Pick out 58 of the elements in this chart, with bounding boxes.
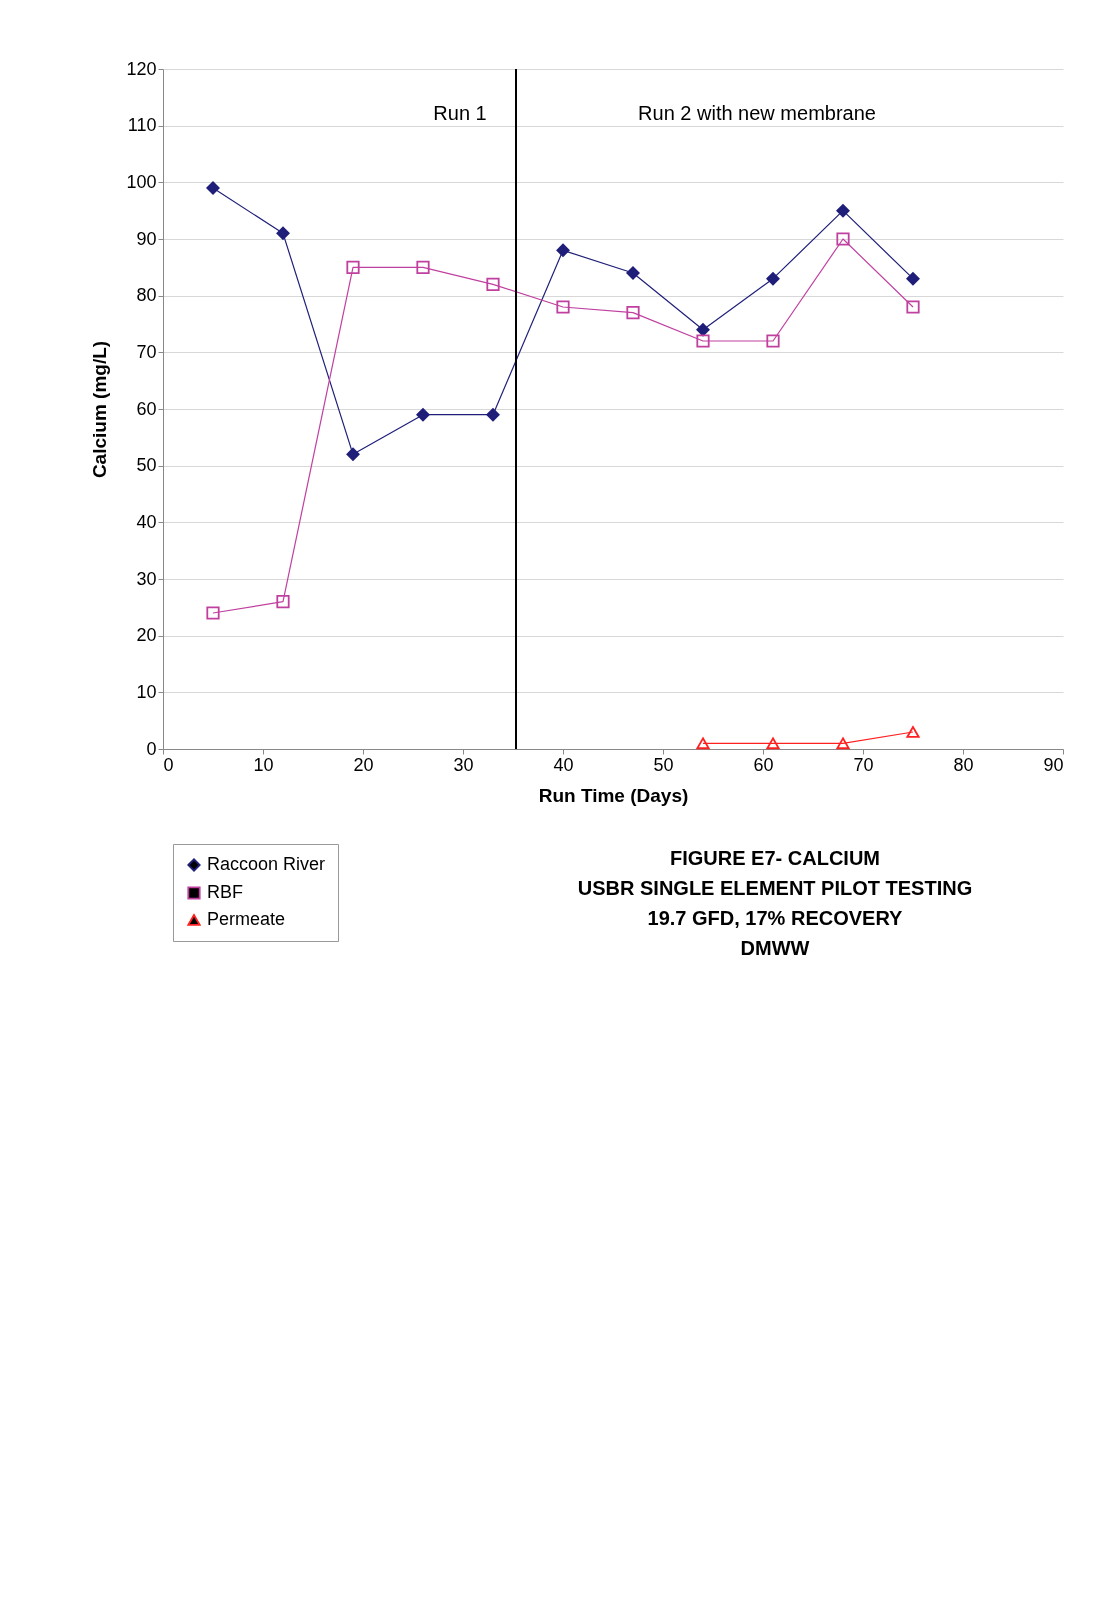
point: [486, 408, 500, 422]
point: [766, 272, 780, 286]
annotation: Run 1: [433, 102, 487, 124]
text: 19.7 GFD, 17% RECOVERY: [647, 907, 903, 929]
y-tick-label: 80: [136, 285, 157, 306]
y-tick-label: 20: [136, 625, 157, 646]
x-tick-label: 0: [163, 754, 174, 775]
y-tick-label: 60: [136, 398, 157, 419]
legend-label: Raccoon River: [207, 854, 326, 874]
x-tick-label: 20: [353, 754, 374, 775]
point: [766, 737, 780, 750]
point: [346, 447, 360, 461]
x-tick-label: 60: [753, 754, 774, 775]
x-tick-label: 80: [953, 754, 974, 775]
y-tick-label: 90: [136, 228, 157, 249]
x-tick-label: 50: [653, 754, 674, 775]
point: [836, 232, 850, 246]
point: [836, 737, 850, 750]
point: [416, 408, 430, 422]
point: [556, 243, 570, 257]
point: [206, 606, 220, 620]
point: [416, 260, 430, 274]
x-axis-title: Run Time (Days): [538, 784, 689, 806]
point: [906, 300, 920, 314]
point: [766, 334, 780, 348]
annotation: Run 2 with new membrane: [638, 102, 876, 124]
y-axis-title: Calcium (mg/L): [89, 340, 111, 479]
point: [696, 323, 710, 337]
y-tick-label: 30: [136, 568, 157, 589]
point: [486, 277, 500, 291]
y-tick-label: 100: [126, 171, 157, 192]
point: [556, 300, 570, 314]
point: [276, 595, 290, 609]
point: [696, 334, 710, 348]
y-tick-label: 40: [136, 511, 157, 532]
legend-label: Permeate: [207, 909, 286, 929]
x-tick-label: 90: [1043, 754, 1064, 775]
y-tick-label: 120: [126, 58, 157, 79]
y-tick-label: 10: [136, 681, 157, 702]
legend-label: RBF: [207, 882, 243, 902]
text: DMWW: [740, 937, 810, 959]
point: [836, 204, 850, 218]
point: [626, 306, 640, 320]
x-tick-label: 40: [553, 754, 574, 775]
x-tick-label: 70: [853, 754, 874, 775]
y-tick-label: 0: [146, 738, 157, 759]
text: FIGURE E7- CALCIUM: [670, 847, 880, 869]
point: [906, 726, 920, 738]
text: USBR SINGLE ELEMENT PILOT TESTING: [577, 877, 973, 899]
point: [346, 260, 360, 274]
point: [276, 226, 290, 240]
point: [696, 737, 710, 750]
y-tick-label: 110: [127, 115, 157, 136]
x-tick-label: 10: [253, 754, 274, 775]
y-tick-label: 50: [136, 455, 157, 476]
point: [906, 272, 920, 286]
y-tick-label: 70: [136, 341, 157, 362]
x-tick-label: 30: [453, 754, 474, 775]
